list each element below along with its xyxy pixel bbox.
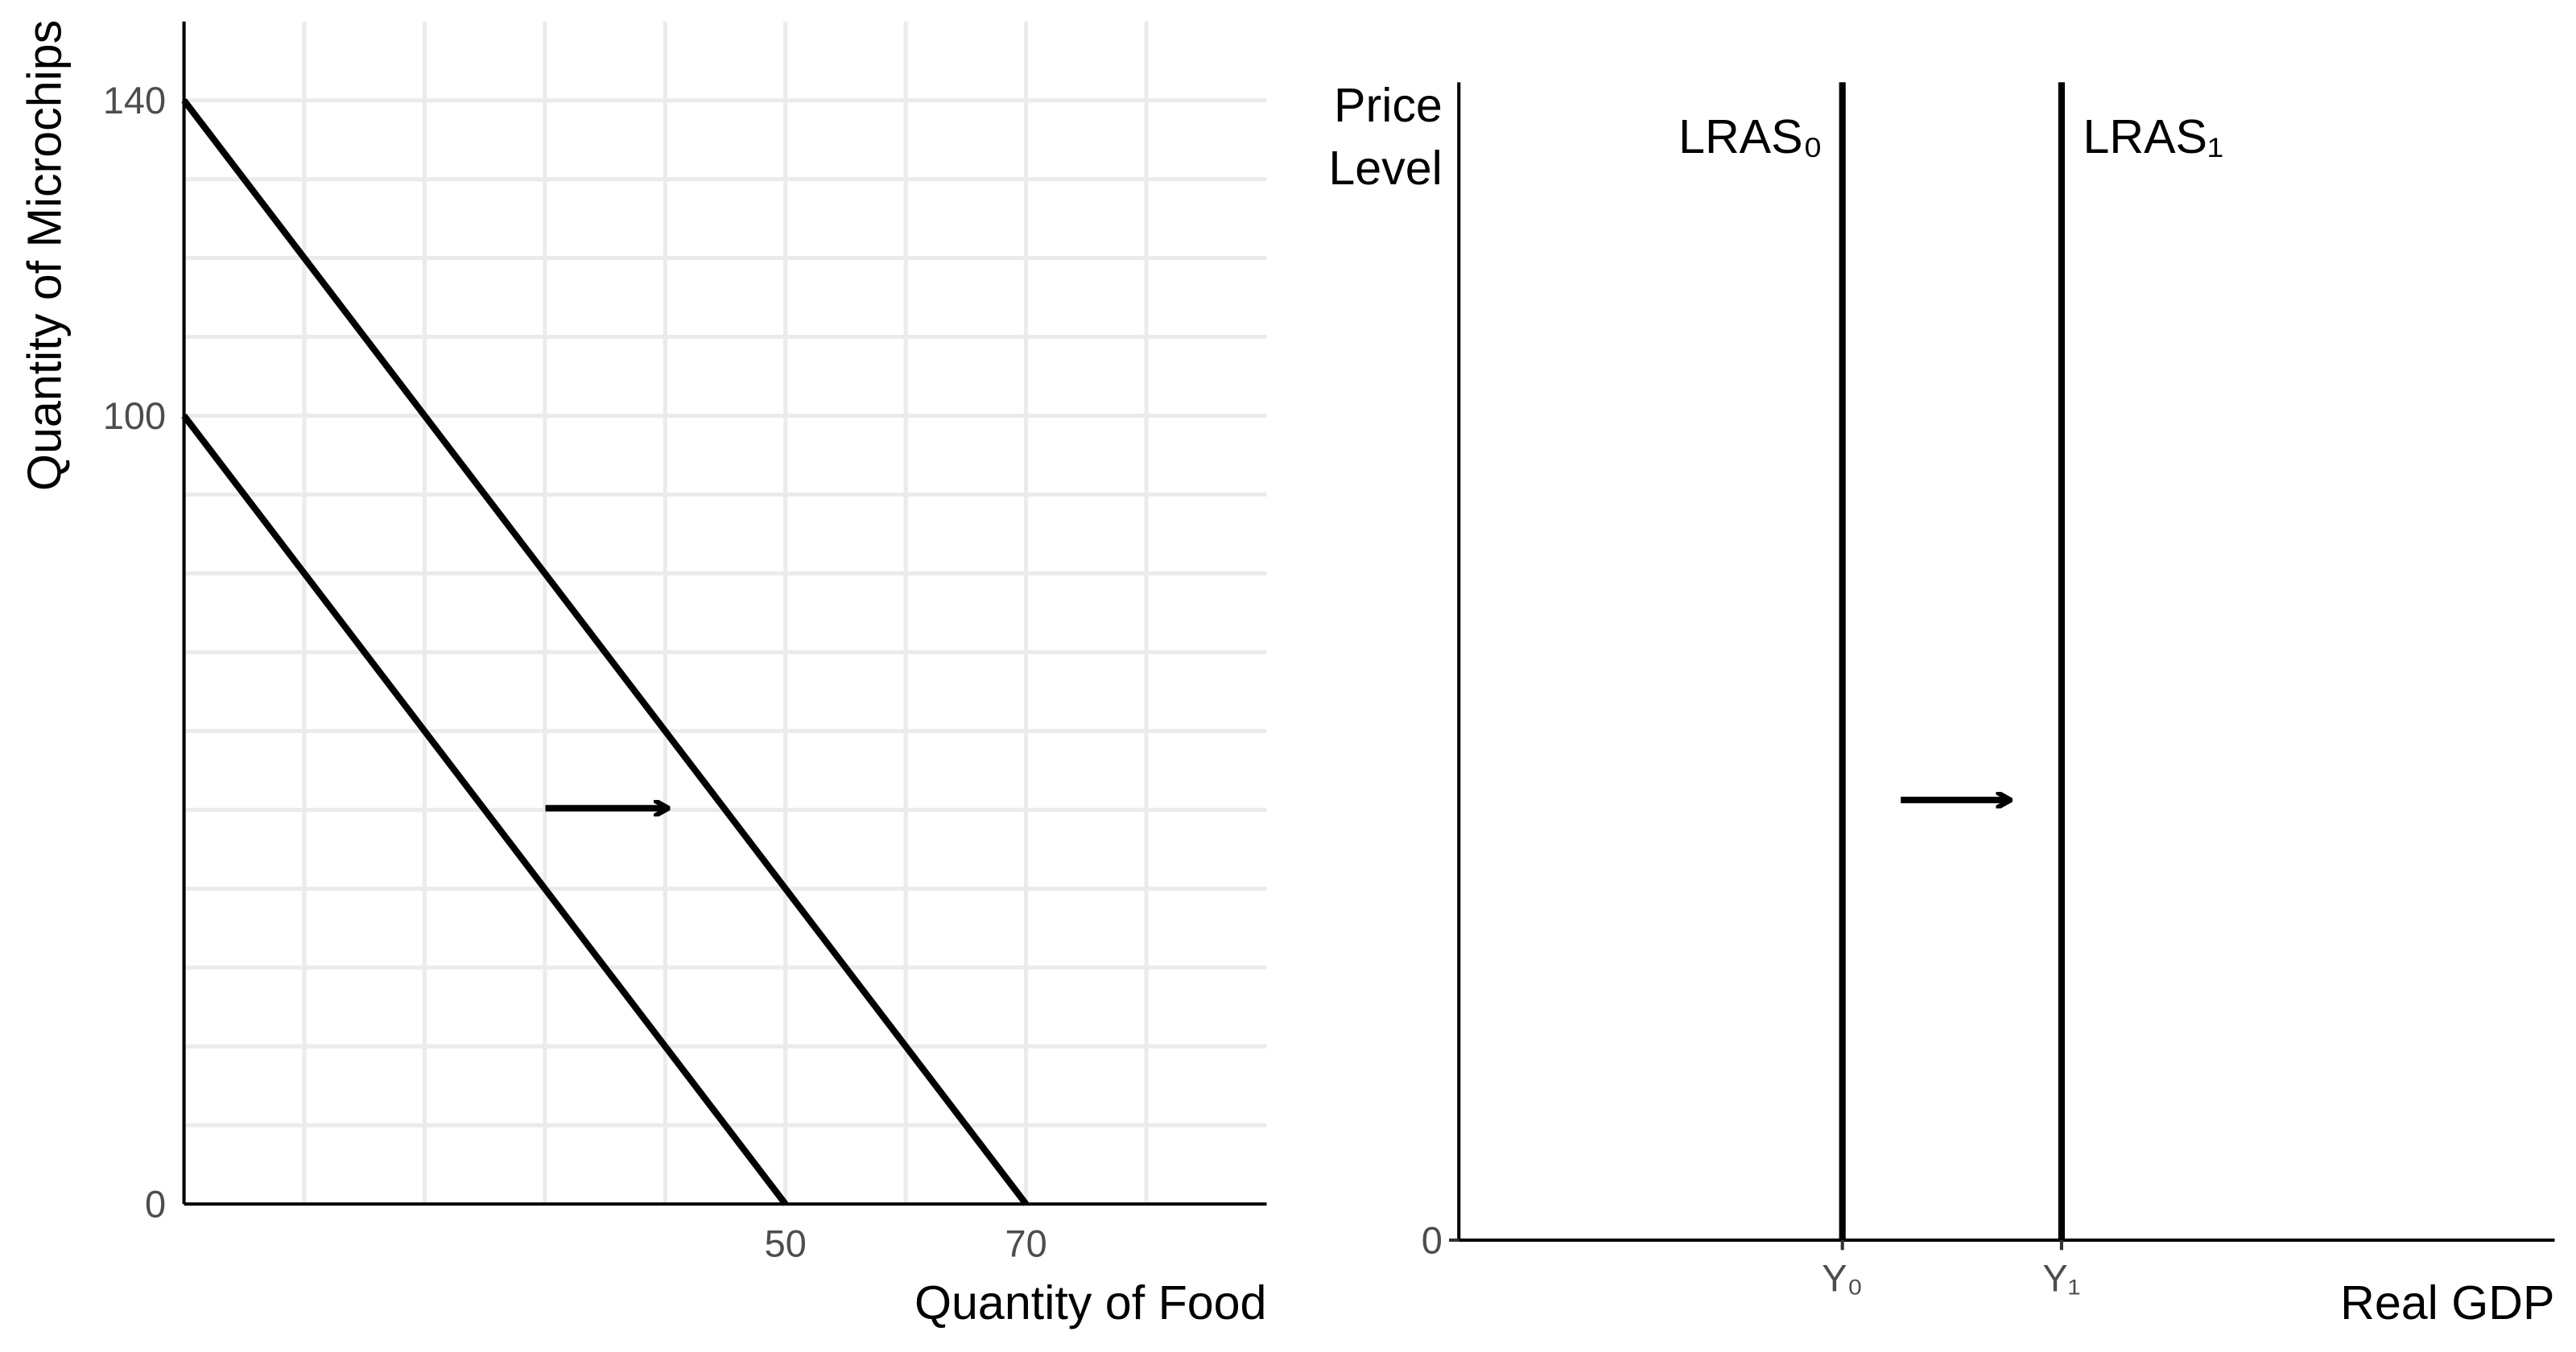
x-tick-label: Y₀ (1822, 1257, 1863, 1299)
ppf-panel: 0 100 140 50 70 Quantity of Food Quantity of M… (18, 20, 1267, 1329)
y-tick-label: 140 (103, 80, 166, 122)
x-axis-label: Quantity of Food (914, 1276, 1266, 1329)
y-axis-label: Level (1328, 141, 1442, 195)
y-tick-label: 100 (103, 395, 166, 437)
ppf-line (181, 98, 1029, 1206)
lras-label: LRAS₁ (2083, 109, 2223, 163)
x-tick-label: 70 (1005, 1222, 1047, 1264)
y-axis-label: Price (1334, 78, 1443, 132)
x-tick-label: Y₁ (2042, 1257, 2080, 1299)
y-axis-label: Quantity of Microchips (18, 20, 72, 491)
lras-panel: 0 Y₀ Y₁ LRAS₀ LRAS₁ Real GDP Price Level (1328, 78, 2554, 1329)
ppf-line (181, 414, 788, 1206)
lras-label: LRAS₀ (1678, 109, 1823, 163)
y-tick-label: 0 (1422, 1219, 1443, 1261)
x-axis-label: Real GDP (2340, 1276, 2554, 1329)
x-tick-label: 50 (765, 1222, 807, 1264)
y-tick-label: 0 (145, 1183, 166, 1225)
